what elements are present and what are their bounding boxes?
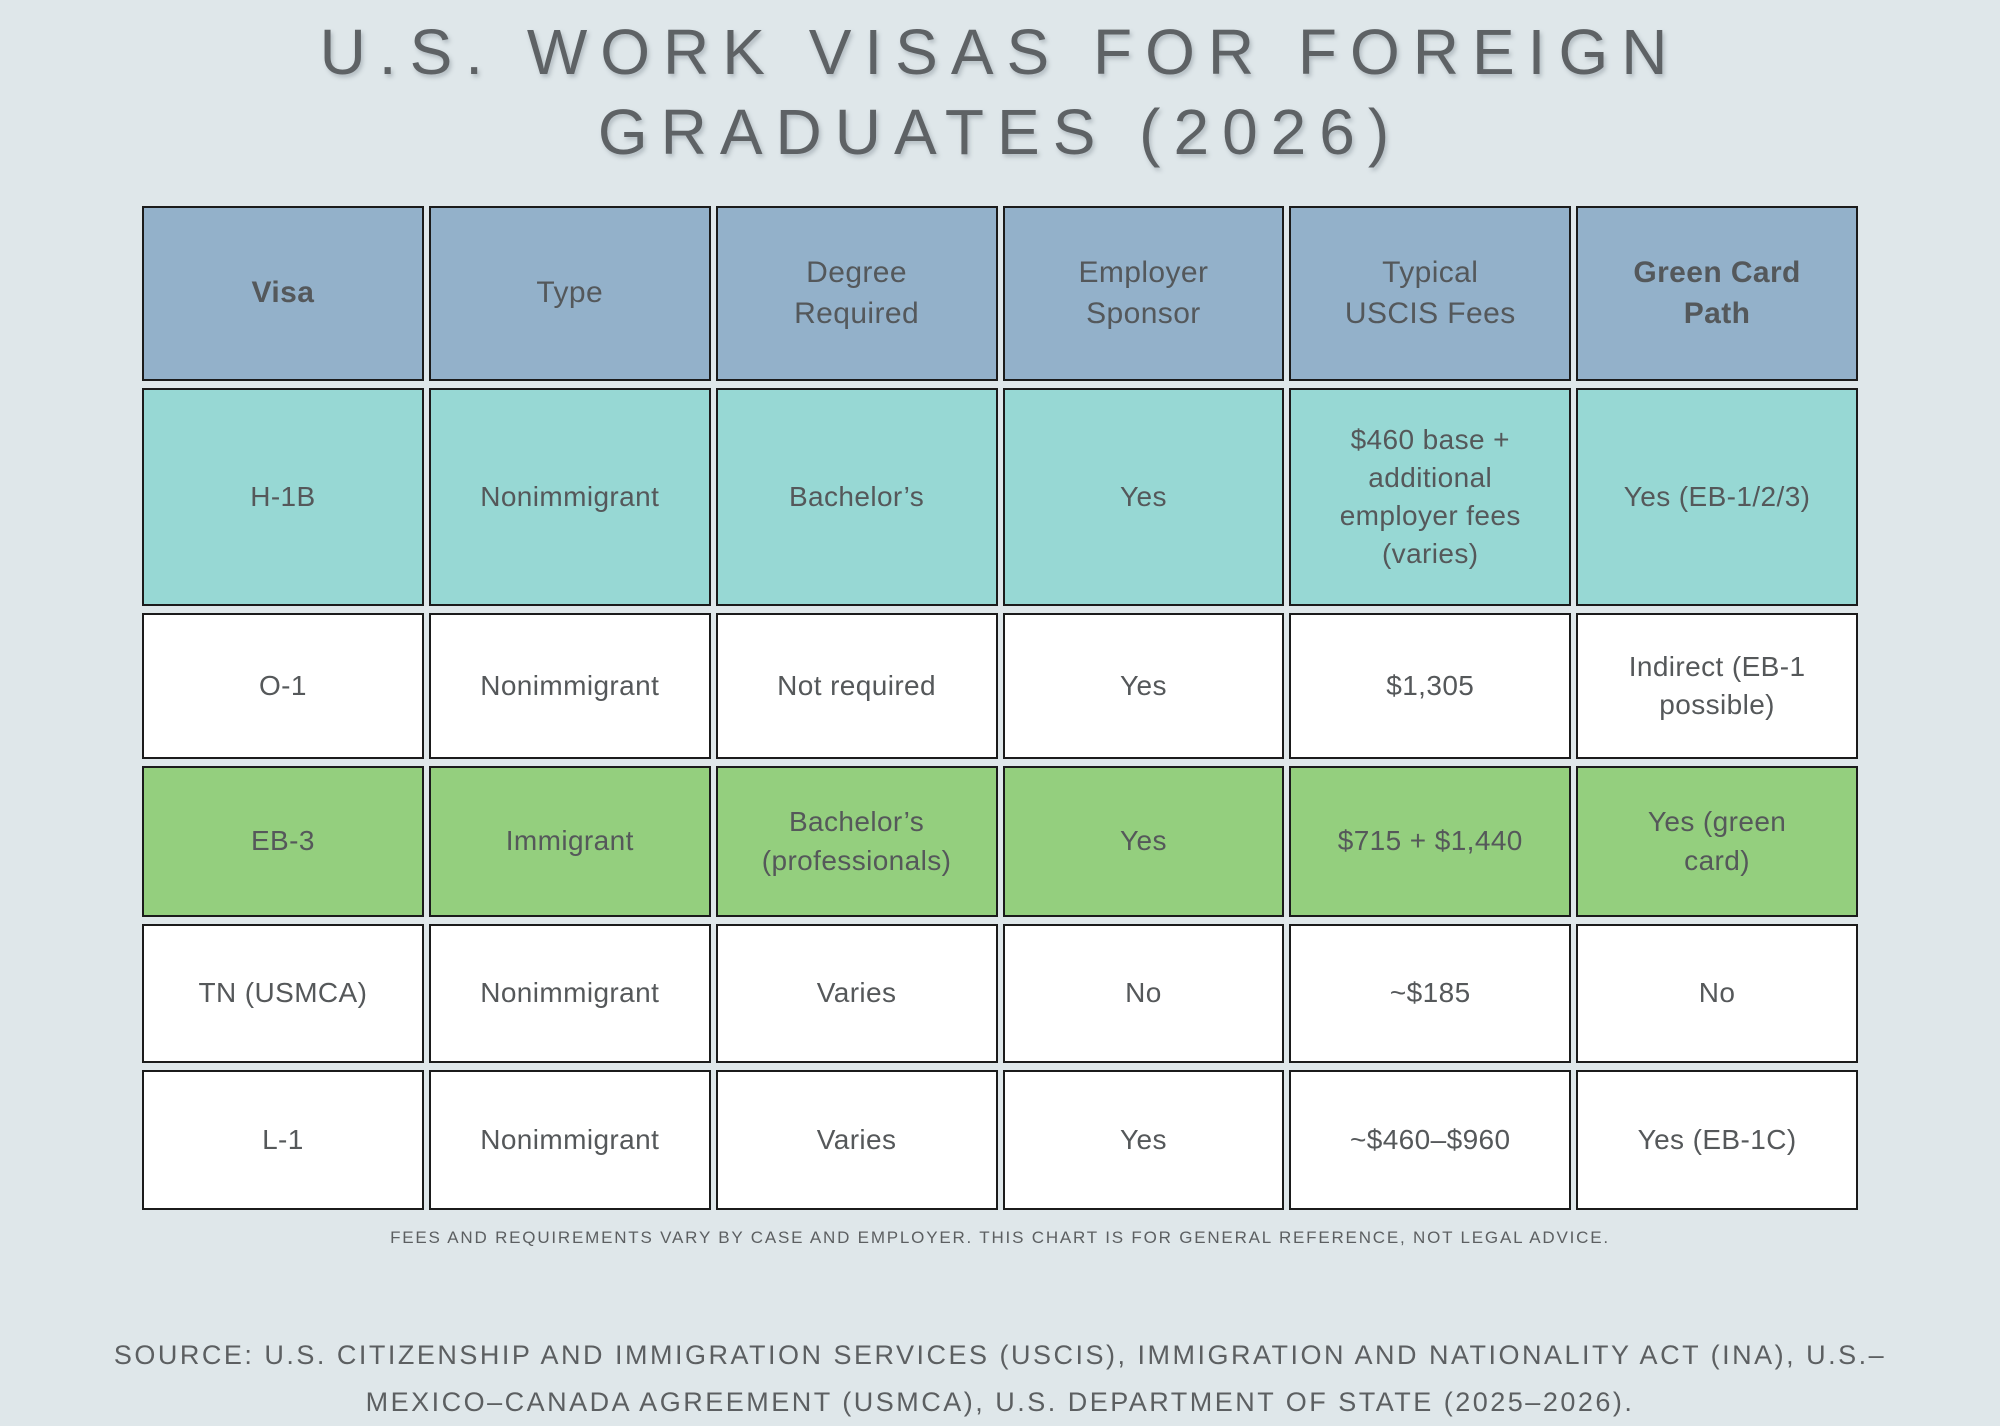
page-title: U.S. WORK VISAS FOR FOREIGN GRADUATES (2… <box>0 12 2000 172</box>
source-note-line-1: SOURCE: U.S. CITIZENSHIP AND IMMIGRATION… <box>113 1340 1887 1370</box>
source-note-line-2: MEXICO–CANADA AGREEMENT (USMCA), U.S. DE… <box>365 1387 1635 1417</box>
table-cell: $715 + $1,440 <box>1289 766 1572 917</box>
table-cell: No <box>1576 924 1858 1063</box>
table-cell: Yes (EB-1/2/3) <box>1576 388 1858 606</box>
disclaimer-note: FEES AND REQUIREMENTS VARY BY CASE AND E… <box>390 1228 1610 1247</box>
header-cell-green-card-path: Green Card Path <box>1576 206 1858 381</box>
table-cell: ~$460–$960 <box>1289 1070 1572 1210</box>
table-cell: Indirect (EB-1 possible) <box>1576 613 1858 759</box>
table-cell: Not required <box>715 613 998 759</box>
table-cell: Nonimmigrant <box>428 924 711 1063</box>
table-cell: EB-3 <box>142 766 424 917</box>
header-cell-type: Type <box>428 206 711 381</box>
header-cell-employer-sponsor: Employer Sponsor <box>1002 206 1285 381</box>
table-cell: $1,305 <box>1289 613 1572 759</box>
table-cell: Yes <box>1002 613 1285 759</box>
page-title-line-1: U.S. WORK VISAS FOR FOREIGN <box>319 16 1681 88</box>
table-cell: Immigrant <box>428 766 711 917</box>
table-cell: Varies <box>715 924 998 1063</box>
table-cell: $460 base + additional employer fees (va… <box>1289 388 1572 606</box>
visa-comparison-table: Visa Type Degree Required Employer Spons… <box>142 206 1858 1210</box>
table-cell: Yes <box>1002 1070 1285 1210</box>
table-cell: O-1 <box>142 613 424 759</box>
table-cell: No <box>1002 924 1285 1063</box>
table-cell: Yes (EB-1C) <box>1576 1070 1858 1210</box>
table-cell: Nonimmigrant <box>428 1070 711 1210</box>
table-cell: Yes <box>1002 766 1285 917</box>
page-title-line-2: GRADUATES (2026) <box>597 96 1403 168</box>
header-cell-uscis-fees: Typical USCIS Fees <box>1289 206 1572 381</box>
header-cell-degree-required: Degree Required <box>715 206 998 381</box>
table-cell: Varies <box>715 1070 998 1210</box>
table-cell: ~$185 <box>1289 924 1572 1063</box>
table-cell: H-1B <box>142 388 424 606</box>
table-cell: Bachelor’s (professionals) <box>715 766 998 917</box>
table-cell: L-1 <box>142 1070 424 1210</box>
source-note: SOURCE: U.S. CITIZENSHIP AND IMMIGRATION… <box>0 1332 2000 1426</box>
header-cell-visa: Visa <box>142 206 424 381</box>
table-cell: Yes (green card) <box>1576 766 1858 917</box>
table-cell: Nonimmigrant <box>428 388 711 606</box>
table-cell: Nonimmigrant <box>428 613 711 759</box>
table-cell: Bachelor’s <box>715 388 998 606</box>
table-cell: Yes <box>1002 388 1285 606</box>
table-cell: TN (USMCA) <box>142 924 424 1063</box>
